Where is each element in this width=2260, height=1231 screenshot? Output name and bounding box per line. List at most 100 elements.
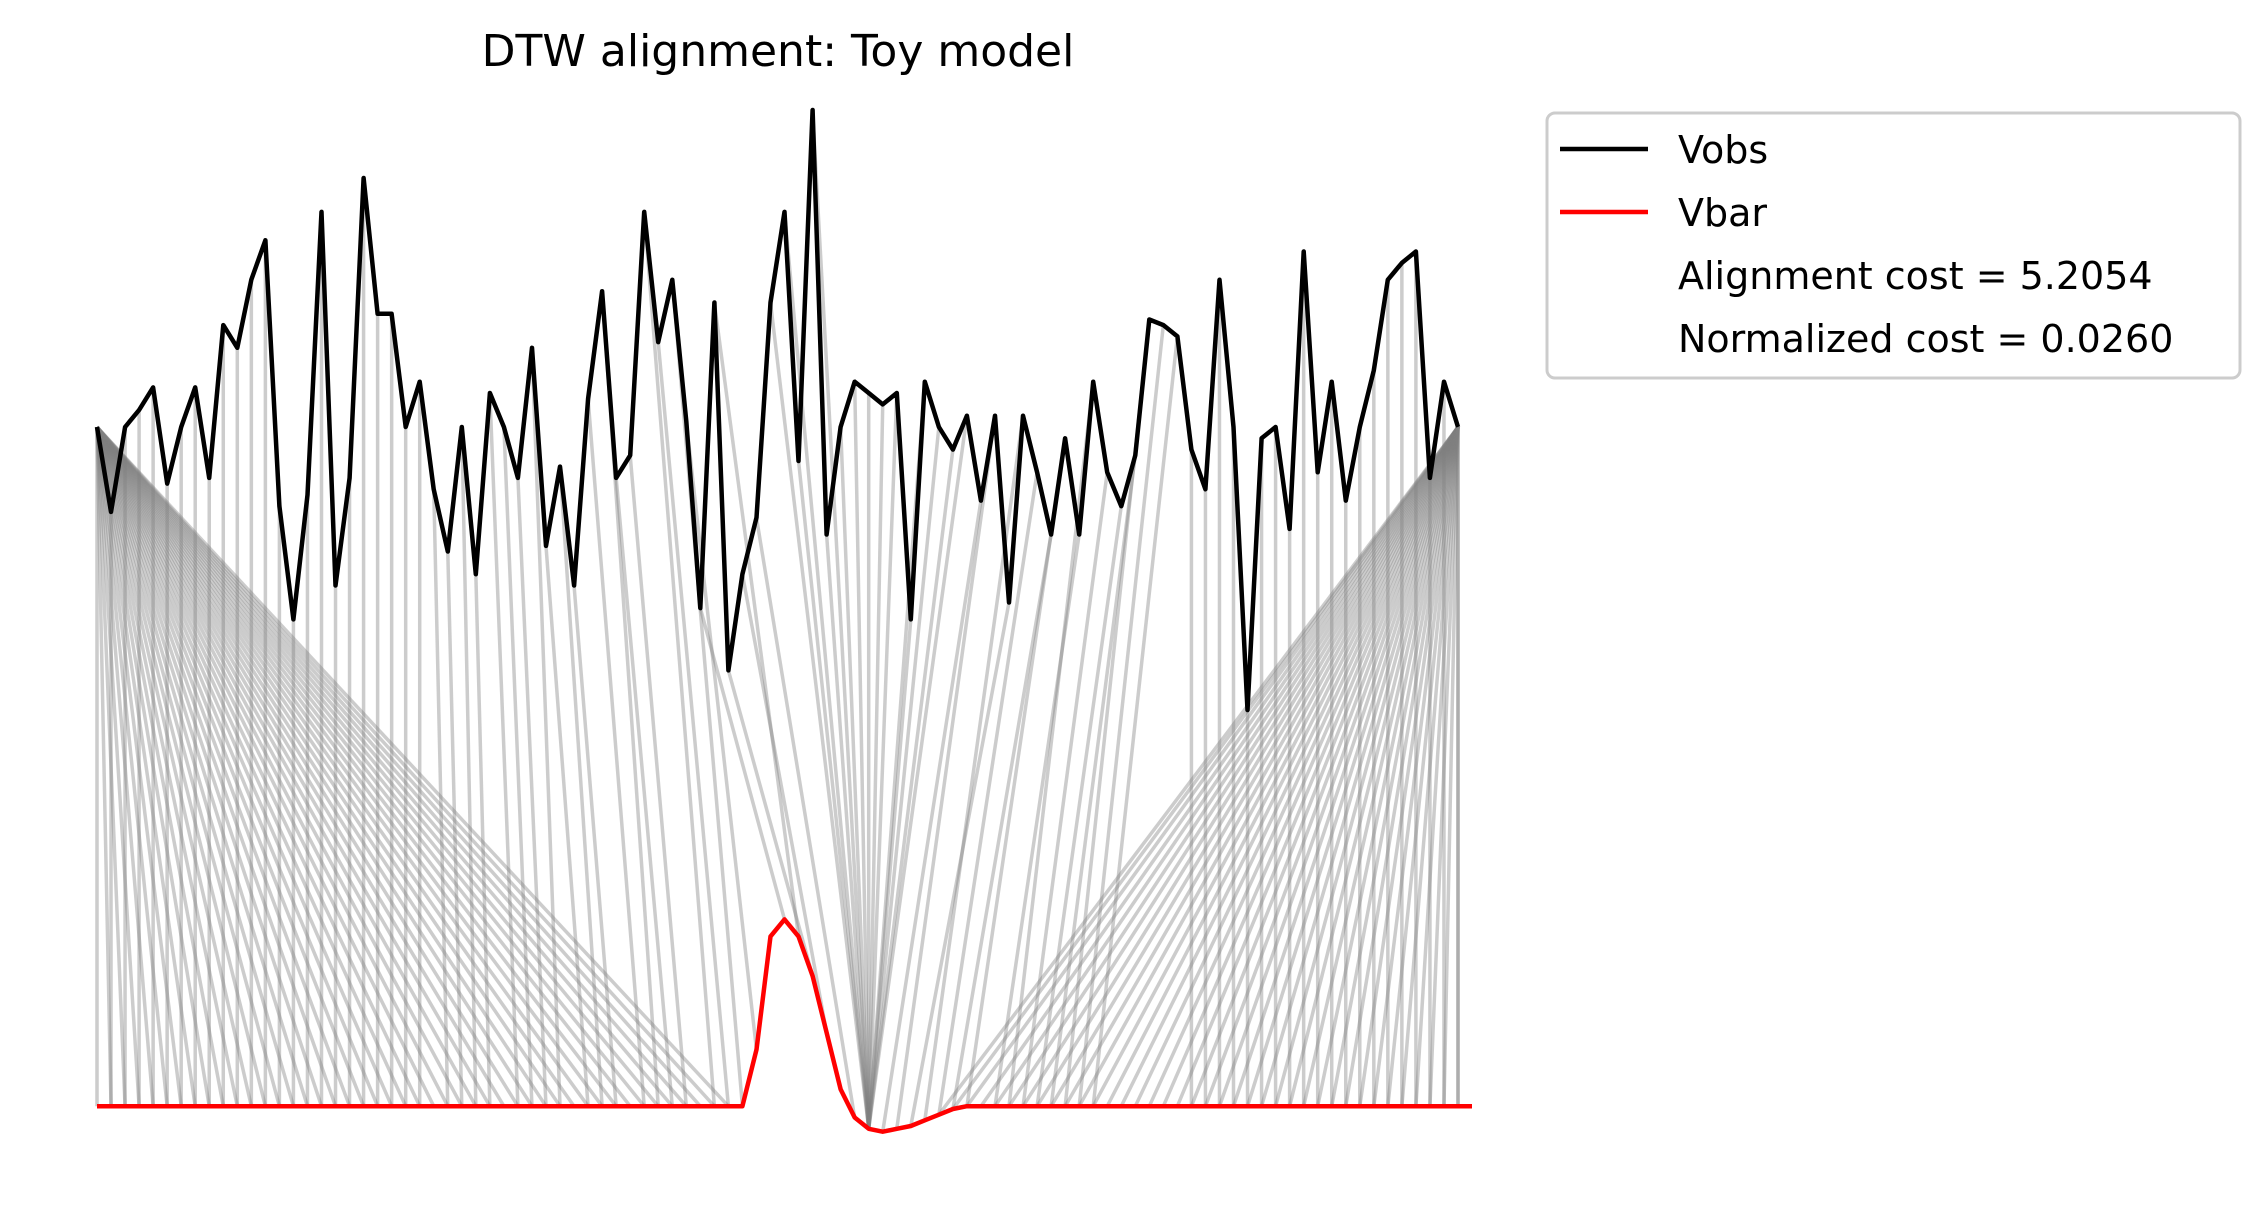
alignment-line: [95, 426, 197, 1107]
alignment-line: [712, 302, 801, 937]
alignment-line: [866, 415, 969, 1130]
alignment-line: [1203, 426, 1460, 1107]
alignment-line: [95, 425, 590, 1108]
alignment-line: [951, 425, 1460, 1111]
alignment-line: [782, 211, 871, 1129]
legend-normalized-cost: Normalized cost = 0.0260: [1678, 317, 2173, 361]
alignment-line: [516, 477, 548, 1107]
alignment-line: [1035, 505, 1123, 1107]
alignment-line: [1021, 472, 1109, 1107]
alignment-line: [628, 455, 689, 1107]
alignment-line: [95, 425, 660, 1108]
series-line-vbar: [97, 917, 1472, 1134]
alignment-line: [852, 381, 871, 1129]
alignment-line: [95, 425, 618, 1108]
alignment-line: [965, 425, 1460, 1108]
alignment-line: [95, 425, 604, 1108]
alignment-line: [95, 426, 141, 1107]
alignment-line: [95, 426, 436, 1107]
alignment-line: [558, 466, 604, 1107]
series-lines: [94, 107, 1472, 1134]
alignment-line: [1091, 426, 1460, 1108]
alignment-line: [1386, 426, 1460, 1107]
alignment-line: [768, 302, 871, 1130]
alignment-line: [95, 426, 450, 1108]
alignment-line: [95, 425, 576, 1108]
alignment-line: [796, 460, 871, 1130]
alignment-line: [95, 425, 730, 1108]
alignment-line: [1231, 426, 1460, 1107]
alignment-line: [1358, 426, 1460, 1107]
alignment-line: [530, 347, 562, 1107]
alignment-line: [95, 426, 478, 1108]
alignment-line: [656, 341, 731, 1107]
alignment-line: [866, 392, 899, 1129]
alignment-line: [1049, 426, 1460, 1108]
alignment-line: [726, 669, 815, 977]
alignment-line: [909, 602, 1011, 1127]
alignment-line: [754, 517, 857, 1118]
alignment-line: [951, 534, 1053, 1110]
alignment-line: [95, 425, 674, 1108]
alignment-line: [1372, 426, 1460, 1107]
alignment-line: [937, 472, 1039, 1115]
alignment-line: [95, 426, 408, 1107]
alignment-line: [1063, 426, 1460, 1108]
alignment-line: [95, 426, 520, 1108]
alignment-line: [586, 398, 646, 1107]
alignment-line: [1344, 426, 1460, 1107]
alignment-line: [866, 404, 885, 1129]
alignment-line: [1315, 426, 1460, 1107]
alignment-line: [838, 426, 871, 1129]
alignment-line: [1161, 426, 1460, 1107]
alignment-line: [488, 392, 520, 1107]
alignment-line: [95, 426, 155, 1107]
alignment-line: [95, 426, 380, 1107]
alignment-line: [95, 426, 506, 1108]
alignment-line: [1133, 426, 1460, 1107]
alignment-line: [824, 534, 871, 1129]
legend-label-vobs: Vobs: [1678, 128, 1768, 172]
alignment-line: [95, 426, 268, 1107]
alignment-line: [1049, 455, 1138, 1107]
alignment-line: [937, 425, 1460, 1116]
alignment-line: [1442, 426, 1460, 1107]
alignment-line: [95, 426, 169, 1107]
alignment-line: [1217, 426, 1460, 1107]
alignment-line: [95, 426, 422, 1107]
alignment-line: [95, 426, 338, 1107]
alignment-line: [431, 489, 450, 1107]
alignment-line: [979, 425, 1460, 1108]
alignment-line: [866, 449, 955, 1130]
alignment-line: [95, 426, 324, 1107]
alignment-line: [1287, 426, 1460, 1107]
alignment-line: [698, 607, 787, 920]
alignment-line: [1105, 426, 1460, 1108]
alignment-line: [95, 426, 310, 1107]
alignment-line: [446, 551, 464, 1107]
series-line-vobs: [94, 107, 1461, 713]
alignment-line: [1147, 426, 1460, 1107]
alignment-line: [1189, 426, 1460, 1107]
alignment-line: [1400, 426, 1460, 1107]
alignment-line: [993, 534, 1081, 1107]
alignment-line: [1035, 426, 1460, 1108]
legend-label-vbar: Vbar: [1678, 191, 1767, 235]
alignment-line: [95, 425, 688, 1108]
legend-box: [1545, 111, 2242, 380]
alignment-line: [95, 426, 562, 1108]
alignment-line: [95, 426, 183, 1107]
alignment-line: [1007, 381, 1095, 1107]
legend: Vobs Vbar Alignment cost = 5.2054 Normal…: [1545, 111, 2242, 380]
alignment-line: [614, 477, 675, 1107]
alignment-line: [1021, 426, 1460, 1108]
alignment-line: [1259, 426, 1460, 1107]
alignment-line: [1330, 426, 1460, 1107]
alignment-line: [1007, 426, 1460, 1108]
alignment-line: [1091, 336, 1180, 1107]
alignment-line: [544, 545, 590, 1107]
alignment-line: [95, 426, 254, 1107]
alignment-line: [866, 426, 941, 1130]
alignment-line: [95, 426, 492, 1108]
